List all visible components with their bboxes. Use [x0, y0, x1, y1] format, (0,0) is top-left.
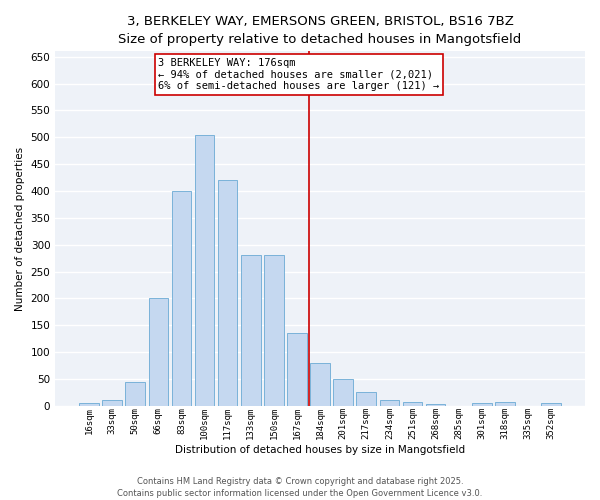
- Bar: [103, 400, 122, 406]
- Bar: [495, 402, 515, 406]
- Bar: [125, 382, 145, 406]
- Bar: [541, 403, 561, 406]
- Bar: [334, 379, 353, 406]
- Y-axis label: Number of detached properties: Number of detached properties: [15, 146, 25, 310]
- Bar: [149, 298, 168, 406]
- Bar: [195, 134, 214, 406]
- Bar: [356, 392, 376, 406]
- Bar: [218, 180, 238, 406]
- Bar: [310, 363, 330, 406]
- Bar: [79, 403, 99, 406]
- Bar: [472, 403, 491, 406]
- Text: 3 BERKELEY WAY: 176sqm
← 94% of detached houses are smaller (2,021)
6% of semi-d: 3 BERKELEY WAY: 176sqm ← 94% of detached…: [158, 58, 440, 91]
- Bar: [287, 334, 307, 406]
- X-axis label: Distribution of detached houses by size in Mangotsfield: Distribution of detached houses by size …: [175, 445, 465, 455]
- Bar: [426, 404, 445, 406]
- Text: Contains HM Land Registry data © Crown copyright and database right 2025.
Contai: Contains HM Land Registry data © Crown c…: [118, 476, 482, 498]
- Bar: [380, 400, 399, 406]
- Bar: [172, 191, 191, 406]
- Bar: [403, 402, 422, 406]
- Title: 3, BERKELEY WAY, EMERSONS GREEN, BRISTOL, BS16 7BZ
Size of property relative to : 3, BERKELEY WAY, EMERSONS GREEN, BRISTOL…: [118, 15, 522, 46]
- Bar: [241, 256, 260, 406]
- Bar: [264, 256, 284, 406]
